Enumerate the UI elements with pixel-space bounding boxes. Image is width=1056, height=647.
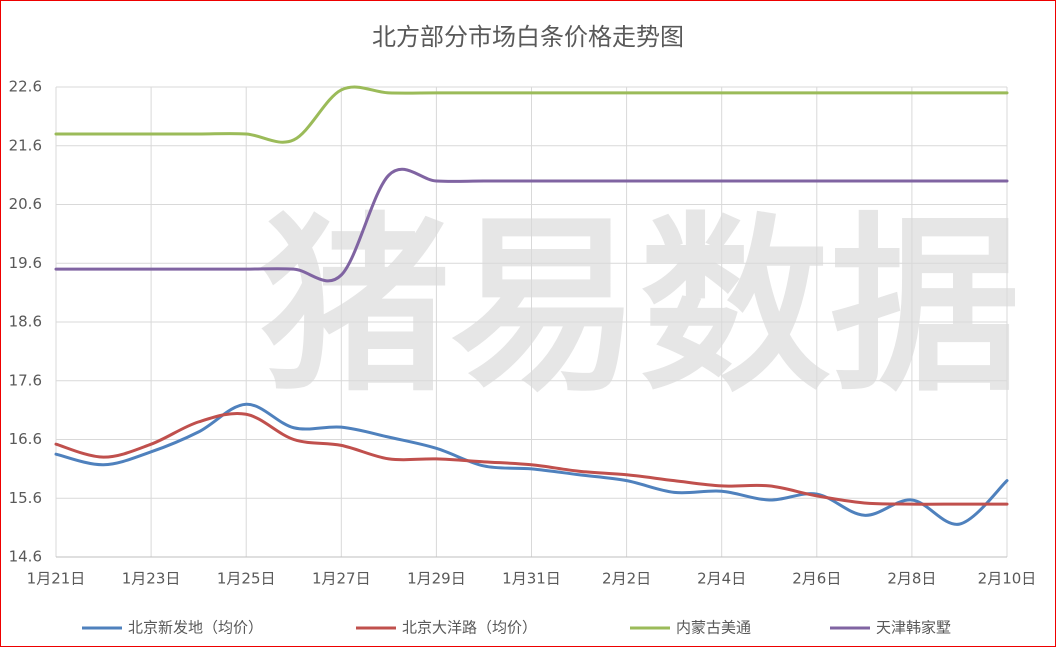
legend-label: 北京新发地（均价） — [128, 619, 263, 637]
legend-label: 北京大洋路（均价） — [402, 619, 537, 637]
series-line — [54, 411, 1009, 506]
x-tick-label: 2月10日 — [978, 570, 1037, 588]
y-tick-label: 20.6 — [9, 195, 42, 213]
y-tick-label: 18.6 — [9, 313, 42, 331]
x-tick-label: 2月6日 — [792, 570, 841, 588]
x-tick-label: 2月8日 — [887, 570, 936, 588]
y-tick-label: 14.6 — [9, 548, 42, 566]
y-tick-label: 21.6 — [9, 136, 42, 154]
x-tick-label: 1月25日 — [217, 570, 276, 588]
x-tick-label: 1月31日 — [502, 570, 561, 588]
chart-title: 北方部分市场白条价格走势图 — [372, 23, 684, 51]
x-tick-label: 2月4日 — [697, 570, 746, 588]
series-line — [54, 167, 1009, 283]
legend-label: 内蒙古美通 — [676, 619, 751, 637]
watermark: 猪易数据 — [260, 196, 1020, 417]
series-line — [54, 402, 1009, 526]
x-tick-label: 1月21日 — [27, 570, 86, 588]
x-tick-label: 2月2日 — [602, 570, 651, 588]
y-tick-label: 17.6 — [9, 371, 42, 389]
x-tick-label: 1月29日 — [407, 570, 466, 588]
x-tick-label: 1月23日 — [122, 570, 181, 588]
legend-label: 天津韩家墅 — [876, 619, 951, 637]
series-line — [54, 85, 1009, 144]
y-tick-label: 22.6 — [9, 78, 42, 96]
y-tick-label: 15.6 — [9, 489, 42, 507]
y-tick-label: 16.6 — [9, 430, 42, 448]
y-tick-label: 19.6 — [9, 254, 42, 272]
x-tick-label: 1月27日 — [312, 570, 371, 588]
